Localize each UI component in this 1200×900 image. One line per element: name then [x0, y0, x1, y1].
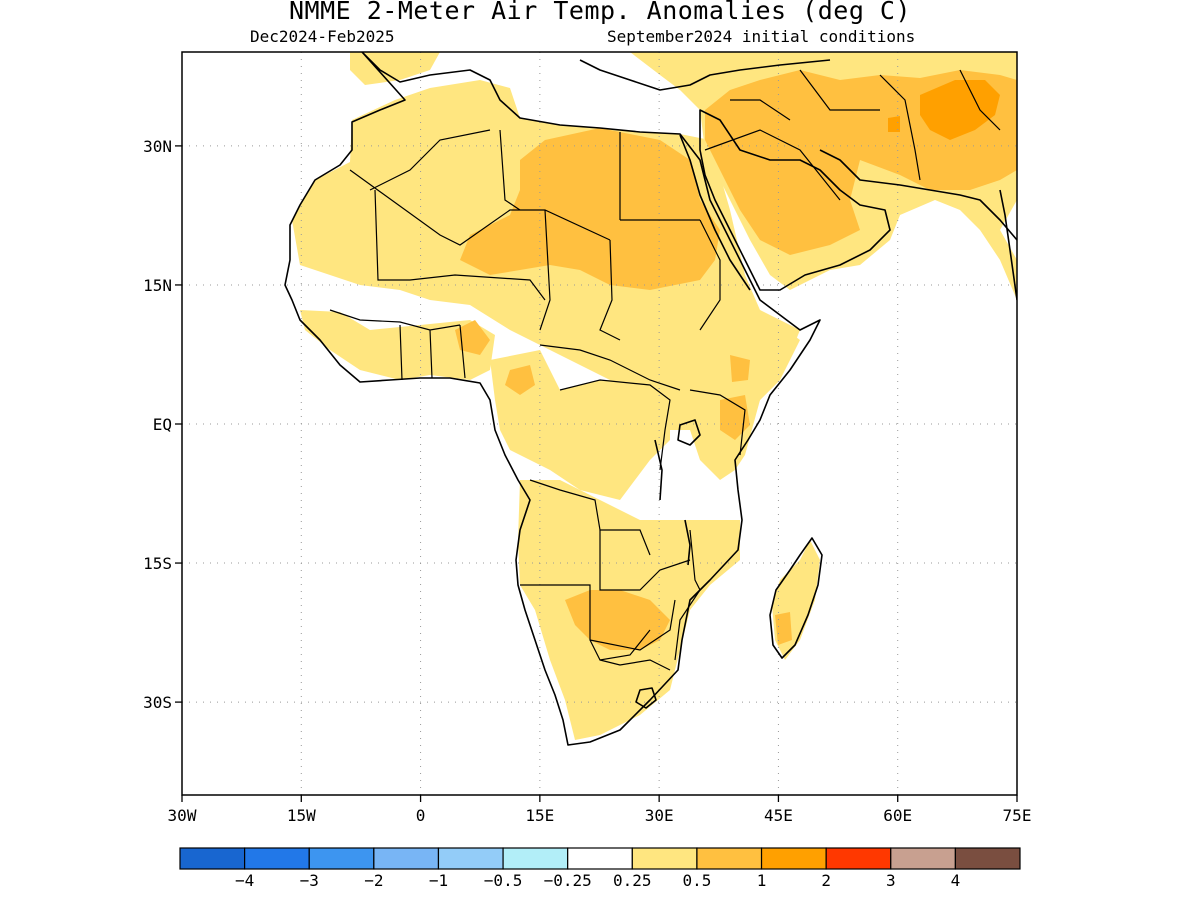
lon-tick-label: 30W: [168, 806, 197, 825]
mali-border: [349, 169, 611, 246]
lesotho-border: [635, 687, 657, 709]
colorbar-swatch-1: [244, 847, 310, 870]
india-coastline: [999, 189, 1017, 301]
sahara-anomaly: [460, 128, 720, 290]
anomaly-shading-strong: [888, 80, 1000, 140]
arabia-coastline: [699, 109, 891, 291]
latitude-axis: 30N 15N EQ 15S 30S: [143, 137, 182, 712]
namibia-border: [520, 584, 651, 661]
lake-malawi: [684, 519, 691, 566]
colorbar-swatch-0: [179, 847, 246, 870]
namibia-anomaly: [565, 590, 670, 650]
red-sea-coast: [679, 134, 751, 291]
lat-tick-label: 30S: [143, 693, 172, 712]
central-africa-border: [539, 344, 681, 391]
lat-tick-label: EQ: [153, 415, 172, 434]
iran-afghanistan-anomaly: [920, 80, 1000, 140]
colorbar-swatch-10: [825, 847, 892, 870]
colorbar-swatch-2: [308, 847, 375, 870]
colorbar-swatch-7: [631, 847, 698, 870]
colorbar-label: −3: [300, 871, 319, 890]
lat-tick-label: 15N: [143, 276, 172, 295]
angola-border: [529, 479, 651, 556]
colorbar-label: 4: [951, 871, 961, 890]
east-africa-border: [689, 389, 746, 456]
colorbar-label: −0.5: [484, 871, 523, 890]
sudan-ethiopia-border: [699, 219, 721, 331]
colorbar-label: 2: [821, 871, 831, 890]
madagascar-coastline: [769, 537, 823, 659]
forecast-period: Dec2024-Feb2025: [250, 27, 395, 46]
botswana-border: [589, 599, 676, 651]
colorbar-swatch-5: [502, 847, 569, 870]
sahel-border: [374, 189, 546, 301]
colorbar-swatch-12: [954, 847, 1021, 870]
colorbar-label: −2: [364, 871, 383, 890]
colorbar: −4 −3 −2 −1 −0.5 −0.25 0.25 0.5 1 2 3 4: [179, 847, 1021, 890]
mediterranean-north-coast: [579, 59, 831, 91]
lat-tick-label: 15S: [143, 554, 172, 573]
lat-tick-label: 30N: [143, 137, 172, 156]
west-africa-borders: [329, 309, 466, 381]
iran-borders: [879, 69, 1001, 181]
madagascar-spot: [775, 612, 792, 645]
colorbar-label: 0.5: [682, 871, 711, 890]
lon-tick-label: 30E: [645, 806, 674, 825]
colorbar-label: 0.25: [613, 871, 652, 890]
colorbar-swatch-6: [567, 847, 633, 870]
colorbar-label: −0.25: [544, 871, 592, 890]
longitude-axis: 30W 15W 0 15E 30E 45E 60E 75E: [168, 795, 1032, 825]
map-area: [182, 52, 1017, 795]
ethiopia-spot: [730, 355, 750, 382]
west-africa-spot-2: [505, 365, 535, 395]
lon-tick-label: 15E: [525, 806, 554, 825]
morocco-algeria-border: [369, 129, 491, 191]
colorbar-swatch-4: [437, 847, 504, 870]
graticule: [182, 52, 1017, 795]
lon-tick-label: 15W: [287, 806, 316, 825]
colorbar-label: 3: [886, 871, 896, 890]
colorbar-swatch-8: [696, 847, 763, 870]
lake-victoria: [677, 419, 701, 446]
zambia-border: [599, 530, 691, 591]
congo-border: [559, 379, 671, 471]
iberia-anomaly: [350, 52, 440, 85]
lake-tanganyika: [654, 439, 663, 501]
map-title: NMME 2-Meter Air Temp. Anomalies (deg C): [288, 0, 912, 25]
central-africa-anomaly: [490, 350, 670, 500]
colorbar-label: −1: [429, 871, 448, 890]
lon-tick-label: 0: [416, 806, 426, 825]
persian-gulf-coastline: [819, 149, 1017, 241]
colorbar-swatch-9: [760, 847, 827, 870]
lon-tick-label: 45E: [764, 806, 793, 825]
niger-chad-border: [539, 209, 551, 331]
coastlines: [284, 52, 1017, 746]
iraq-spot: [888, 116, 900, 132]
mozambique-border: [674, 529, 701, 661]
west-africa-spot-1: [455, 320, 490, 355]
south-africa-border: [599, 659, 671, 671]
lon-tick-label: 60E: [883, 806, 912, 825]
colorbar-swatch-3: [373, 847, 440, 870]
colorbar-label: 1: [757, 871, 767, 890]
initial-conditions: September2024 initial conditions: [607, 27, 916, 46]
algeria-libya-border: [499, 129, 521, 211]
colorbar-swatch-11: [890, 847, 956, 870]
africa-coastline: [284, 52, 821, 746]
lon-tick-label: 75E: [1003, 806, 1032, 825]
colorbar-label: −4: [235, 871, 254, 890]
arabia-borders: [704, 69, 880, 201]
country-borders: [329, 69, 1001, 671]
chad-sudan-border: [599, 239, 621, 341]
